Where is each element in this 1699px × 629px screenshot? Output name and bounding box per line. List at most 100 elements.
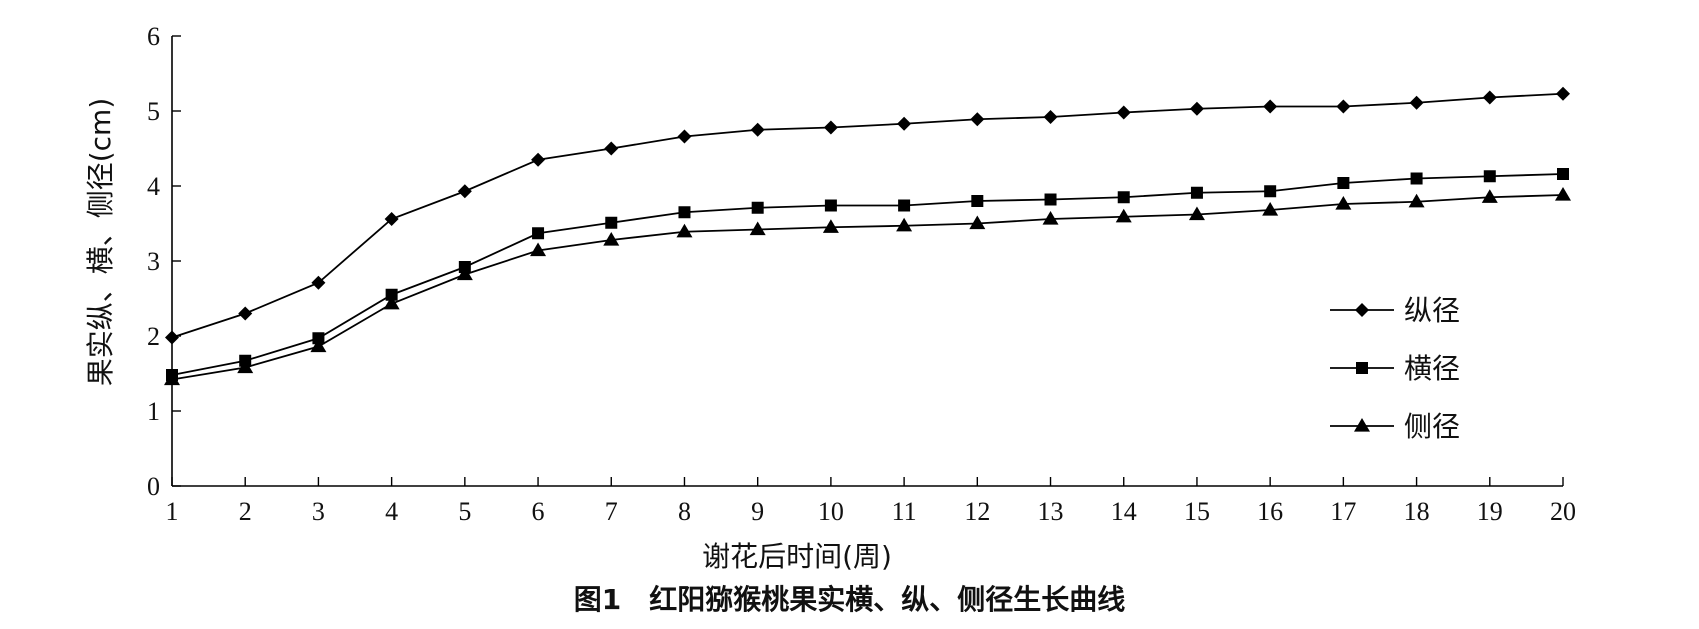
x-tick-label: 18 — [1404, 497, 1430, 526]
data-point-square — [1410, 172, 1423, 185]
data-point-triangle — [530, 242, 547, 257]
data-point-triangle — [603, 232, 620, 246]
x-tick-label: 6 — [532, 497, 545, 526]
x-tick-label: 9 — [751, 497, 764, 526]
data-point-triangle — [1188, 206, 1205, 221]
data-point-triangle — [1335, 196, 1352, 210]
data-point-triangle — [310, 338, 327, 353]
data-point-diamond — [823, 120, 838, 135]
x-tick-label: 1 — [166, 497, 179, 526]
data-point-square — [751, 201, 764, 214]
data-point-diamond — [311, 275, 326, 290]
axes — [171, 36, 1563, 487]
legend-item-diamond: 纵径 — [1330, 294, 1460, 327]
x-tick-label: 8 — [678, 497, 691, 526]
legend-marker-diamond — [1355, 303, 1369, 317]
x-tick-label: 5 — [458, 497, 471, 526]
x-tick-label: 13 — [1038, 497, 1064, 526]
data-point-diamond — [1556, 86, 1570, 101]
data-point-square — [1117, 191, 1130, 204]
data-point-square — [824, 199, 837, 212]
data-point-square — [385, 288, 398, 301]
data-point-square — [1557, 168, 1569, 180]
data-point-diamond — [384, 212, 399, 226]
y-axis-title: 果实纵、横、侧径(cm) — [84, 98, 117, 387]
series-layer — [164, 86, 1571, 386]
data-point-square — [1190, 186, 1203, 199]
data-point-diamond — [238, 306, 253, 321]
data-point-diamond — [457, 184, 472, 199]
series-line-triangle — [171, 194, 1564, 381]
series-triangle — [164, 187, 1571, 386]
data-point-diamond — [1482, 90, 1497, 105]
legend-label: 侧径 — [1404, 410, 1460, 443]
legend-label: 纵径 — [1404, 294, 1460, 327]
data-point-triangle — [1555, 187, 1571, 201]
data-point-diamond — [1043, 110, 1058, 124]
data-point-triangle — [456, 266, 473, 281]
data-point-diamond — [970, 112, 985, 127]
data-point-diamond — [1409, 95, 1424, 110]
data-point-square — [605, 216, 618, 229]
y-tick-label: 6 — [147, 22, 160, 51]
y-tick-label: 5 — [147, 97, 160, 126]
y-tick-label: 0 — [147, 472, 160, 501]
x-tick-label: 12 — [964, 497, 990, 526]
x-tick-label: 15 — [1184, 497, 1210, 526]
x-axis-title: 谢花后时间(周) — [702, 540, 892, 573]
x-tick-label: 4 — [385, 497, 398, 526]
data-point-triangle — [822, 219, 839, 233]
data-point-triangle — [1115, 208, 1132, 223]
x-tick-label: 2 — [239, 497, 252, 526]
data-point-square — [1483, 170, 1496, 183]
legend-marker-triangle — [1354, 418, 1370, 432]
data-point-diamond — [1336, 99, 1351, 114]
data-point-diamond — [604, 141, 619, 156]
y-tick-label: 3 — [147, 247, 160, 276]
y-tick-label: 2 — [147, 322, 160, 351]
data-point-triangle — [1481, 189, 1498, 203]
data-point-triangle — [237, 359, 254, 374]
data-point-diamond — [1116, 105, 1131, 120]
series-diamond — [165, 86, 1570, 345]
legend-item-triangle: 侧径 — [1330, 410, 1460, 443]
x-tick-label: 17 — [1330, 497, 1356, 526]
x-tick-label: 7 — [605, 497, 618, 526]
data-point-square — [532, 227, 545, 240]
x-tick-label: 14 — [1111, 497, 1137, 526]
series-square — [166, 168, 1569, 381]
data-point-diamond — [750, 122, 765, 137]
data-point-square — [678, 206, 691, 219]
series-line-square — [171, 173, 1564, 376]
legend-marker-square — [1356, 362, 1368, 374]
data-point-triangle — [1408, 193, 1425, 208]
data-point-diamond — [1263, 99, 1278, 114]
data-point-triangle — [164, 371, 180, 386]
x-tick-label: 10 — [818, 497, 844, 526]
y-tick-label: 4 — [147, 172, 160, 201]
y-tick-label: 1 — [147, 397, 160, 426]
data-point-diamond — [897, 116, 912, 131]
x-tick-label: 19 — [1477, 497, 1503, 526]
data-point-diamond — [677, 129, 692, 144]
x-tick-label: 11 — [892, 497, 917, 526]
data-point-triangle — [676, 223, 693, 238]
data-point-triangle — [1042, 211, 1059, 225]
data-point-triangle — [749, 221, 766, 236]
data-point-diamond — [1189, 101, 1204, 116]
data-point-square — [898, 199, 911, 212]
data-point-square — [971, 195, 984, 207]
x-tick-label: 3 — [312, 497, 325, 526]
series-line-diamond — [171, 92, 1564, 339]
x-tick-label: 20 — [1550, 497, 1576, 526]
legend-label: 横径 — [1404, 352, 1460, 385]
data-point-diamond — [531, 152, 546, 167]
data-point-triangle — [383, 295, 400, 310]
data-point-triangle — [969, 215, 986, 230]
data-point-triangle — [896, 217, 913, 232]
figure-caption: 图1 红阳猕猴桃果实横、纵、侧径生长曲线 — [573, 583, 1126, 616]
legend-item-square: 横径 — [1330, 352, 1460, 385]
data-point-diamond — [165, 330, 179, 345]
